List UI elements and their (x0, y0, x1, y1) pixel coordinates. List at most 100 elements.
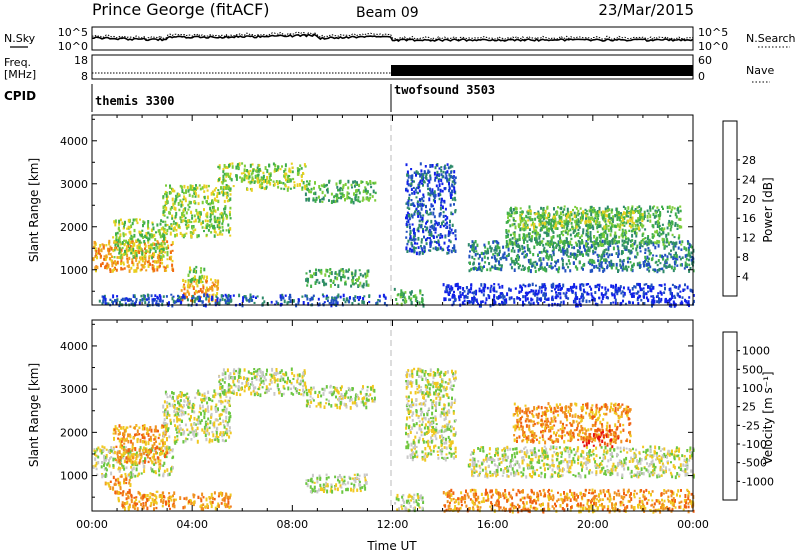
power-echo-cell (598, 283, 601, 288)
power-echo-cell (626, 257, 629, 260)
power-echo-cell (612, 301, 615, 304)
power-echo-cell (608, 253, 611, 256)
power-echo-cell (439, 236, 442, 239)
power-echo-cell (688, 258, 690, 262)
velocity-echo-cell (196, 432, 199, 436)
power-echo-cell (445, 221, 448, 225)
power-echo-cell (273, 169, 276, 173)
power-echo-cell (539, 259, 542, 262)
power-echo-cell (603, 233, 606, 236)
power-echo-cell (134, 218, 137, 221)
power-echo-cell (601, 210, 604, 215)
velocity-echo-cell (139, 453, 142, 456)
power-echo-cell (438, 178, 441, 181)
power-echo-cell (357, 302, 360, 306)
power-echo-cell (512, 218, 515, 222)
power-echo-cell (552, 298, 554, 302)
power-echo-cell (159, 257, 162, 261)
power-echo-cell (669, 227, 672, 232)
velocity-echo-cell (203, 395, 206, 398)
power-echo-cell (222, 168, 225, 172)
power-echo-cell (444, 164, 447, 167)
power-echo-cell (124, 297, 127, 302)
power-echo-cell (442, 220, 445, 223)
power-echo-cell (451, 247, 454, 250)
power-echo-cell (321, 190, 324, 195)
power-echo-cell (161, 262, 164, 265)
power-echo-cell (497, 297, 500, 300)
power-echo-cell (420, 207, 423, 211)
power-echo-cell (231, 162, 234, 165)
power-echo-cell (662, 207, 664, 210)
power-echo-cell (493, 298, 496, 302)
power-echo-cell (182, 209, 185, 214)
power-echo-cell (598, 210, 601, 214)
power-echo-cell (281, 295, 284, 300)
power-echo-cell (659, 254, 662, 258)
power-echo-cell (554, 241, 557, 245)
power-echo-cell (158, 250, 161, 255)
power-echo-cell (413, 191, 416, 195)
power-echo-cell (656, 300, 659, 304)
power-echo-cell (324, 194, 327, 197)
power-echo-cell (641, 213, 644, 216)
power-echo-cell (592, 207, 595, 210)
power-echo-cell (161, 257, 163, 262)
power-echo-cell (406, 249, 409, 253)
power-echo-cell (226, 302, 229, 305)
power-echo-cell (132, 242, 135, 246)
power-echo-cell (408, 295, 411, 300)
power-echo-cell (139, 218, 141, 221)
power-echo-cell (438, 167, 441, 170)
power-echo-cell (213, 229, 216, 233)
velocity-echo-cell (155, 472, 157, 475)
power-echo-cell (597, 244, 600, 248)
velocity-echo-cell (161, 424, 164, 427)
power-echo-cell (166, 258, 169, 261)
power-echo-cell (519, 223, 522, 227)
velocity-echo-cell (127, 448, 130, 453)
power-echo-cell (162, 195, 165, 198)
power-echo-cell (109, 269, 112, 273)
velocity-echo-cell (120, 463, 123, 465)
velocity-echo-cell (142, 433, 145, 436)
power-echo-cell (291, 170, 294, 174)
power-echo-cell (646, 243, 649, 247)
power-echo-cell (474, 240, 477, 244)
power-echo-cell (437, 178, 440, 183)
power-echo-cell (621, 231, 624, 235)
power-echo-cell (323, 301, 326, 304)
velocity-echo-cell (157, 429, 159, 433)
velocity-echo-cell (179, 399, 182, 402)
power-echo-cell (624, 207, 627, 210)
power-echo-cell (597, 224, 600, 228)
power-echo-cell (607, 246, 610, 250)
power-echo-cell (429, 176, 432, 181)
velocity-echo-cell (121, 454, 124, 458)
power-echo-cell (190, 210, 193, 215)
power-echo-cell (527, 211, 530, 216)
power-echo-cell (512, 217, 515, 221)
velocity-echo-cell (129, 453, 132, 457)
power-echo-cell (148, 255, 151, 260)
power-echo-cell (172, 220, 175, 223)
power-echo-cell (631, 264, 634, 269)
power-echo-cell (444, 176, 447, 180)
power-echo-cell (686, 266, 689, 269)
power-echo-cell (117, 226, 120, 230)
power-echo-cell (249, 163, 252, 168)
power-echo-cell (623, 239, 626, 243)
power-echo-cell (591, 263, 594, 267)
power-echo-cell (556, 284, 559, 288)
power-echo-cell (500, 267, 503, 272)
velocity-echo-cell (96, 473, 99, 476)
power-echo-cell (396, 302, 399, 306)
freq-unit-label: [MHz] (4, 68, 36, 81)
power-echo-cell (672, 247, 675, 251)
power-echo-cell (356, 296, 359, 299)
power-echo-cell (571, 253, 574, 256)
power-echo-cell (220, 294, 223, 298)
power-echo-cell (658, 215, 661, 218)
power-echo-cell (580, 211, 583, 215)
power-echo-cell (154, 250, 157, 253)
